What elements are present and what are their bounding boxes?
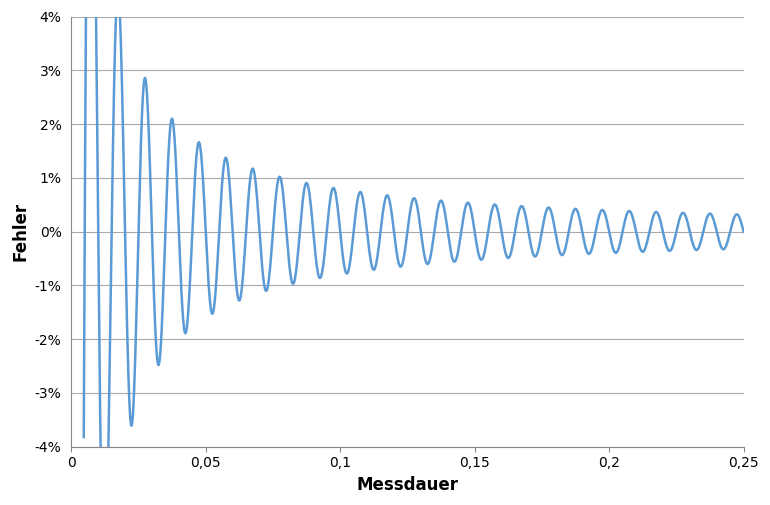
Y-axis label: Fehler: Fehler	[11, 202, 29, 261]
X-axis label: Messdauer: Messdauer	[357, 476, 458, 494]
